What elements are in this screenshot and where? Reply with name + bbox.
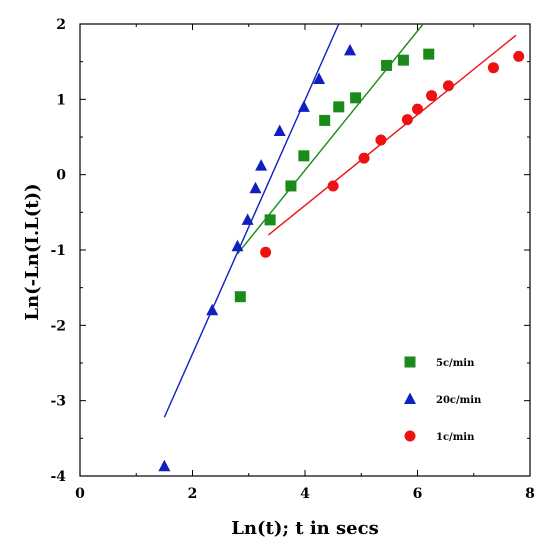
x-tick-label: 2 <box>188 486 198 502</box>
point-20cmin <box>344 43 356 56</box>
y-tick-label: -2 <box>50 318 66 334</box>
point-1cmin <box>426 90 438 102</box>
legend-label: 1c/min <box>436 432 475 443</box>
fit-line-1cmin <box>267 34 517 236</box>
point-5cmin <box>298 150 310 162</box>
point-20cmin <box>273 124 286 136</box>
x-tick-label: 8 <box>525 486 535 502</box>
data-markers <box>158 43 525 472</box>
legend-marker <box>404 430 416 442</box>
point-20cmin <box>158 459 171 472</box>
y-tick-label: 1 <box>56 92 66 108</box>
point-20cmin <box>206 303 219 316</box>
plot-border <box>79 23 531 477</box>
point-5cmin <box>319 114 331 126</box>
plot-frame <box>79 23 531 477</box>
point-20cmin <box>249 181 262 194</box>
x-axis-title: Ln(t); t in secs <box>231 518 378 539</box>
point-1cmin <box>358 152 370 164</box>
point-1cmin <box>327 180 339 192</box>
point-5cmin <box>234 291 246 303</box>
y-axis-title: Ln(-Ln(I.L(t)) <box>22 183 43 320</box>
x-tick-label: 6 <box>413 486 423 502</box>
x-tick-label: 0 <box>75 486 85 502</box>
legend-marker <box>404 356 416 368</box>
legend: 5c/min 20c/min 1c/min <box>404 356 482 443</box>
point-5cmin <box>350 92 362 104</box>
y-tick-label: 0 <box>56 168 66 184</box>
point-1cmin <box>487 62 499 74</box>
point-20cmin <box>241 213 254 225</box>
axis-ticks: 0 2 4 6 8 -4 -3 -2 -1 0 1 2 <box>50 17 534 502</box>
point-20cmin <box>255 159 268 171</box>
legend-marker <box>404 392 416 404</box>
point-20cmin <box>297 100 310 112</box>
x-tick-label: 4 <box>300 486 310 502</box>
y-tick-label: 2 <box>56 17 66 33</box>
legend-label: 20c/min <box>436 395 482 406</box>
point-5cmin <box>397 54 409 66</box>
point-20cmin <box>313 72 326 84</box>
point-1cmin <box>401 114 413 126</box>
point-1cmin <box>513 50 525 62</box>
point-20cmin <box>231 239 244 252</box>
fit-line-20cmin <box>163 23 340 418</box>
point-1cmin <box>260 246 272 258</box>
point-5cmin <box>381 59 393 71</box>
point-1cmin <box>442 80 454 92</box>
point-5cmin <box>423 48 435 60</box>
point-5cmin <box>333 101 345 113</box>
y-tick-label: -4 <box>50 469 66 485</box>
point-1cmin <box>412 103 423 115</box>
point-5cmin <box>285 180 297 192</box>
y-tick-label: -1 <box>50 243 66 259</box>
legend-label: 5c/min <box>436 358 475 369</box>
point-1cmin <box>375 134 387 146</box>
point-5cmin <box>264 214 276 226</box>
y-tick-label: -3 <box>50 394 66 410</box>
